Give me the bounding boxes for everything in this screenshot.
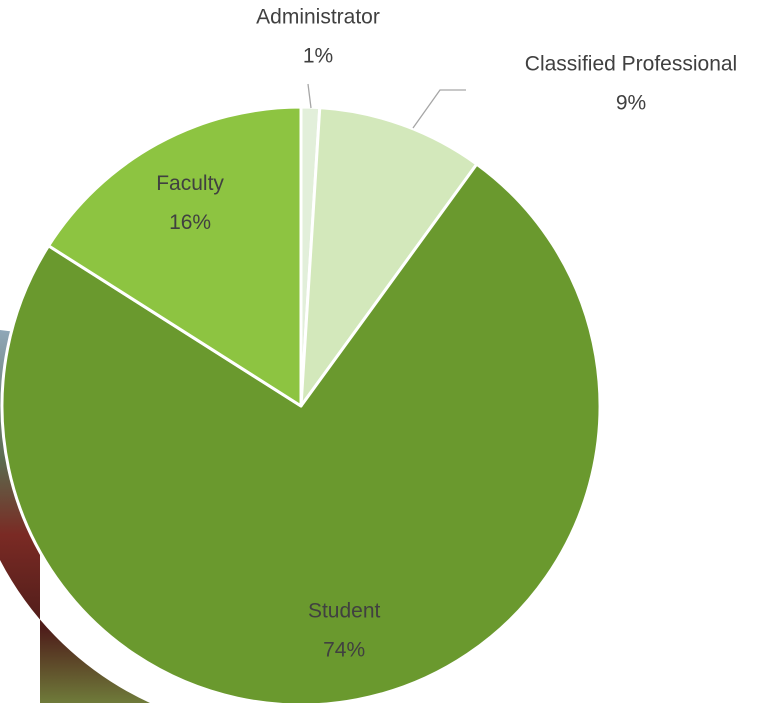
data-label-value: 9% — [616, 92, 646, 115]
data-label-value: 74% — [323, 639, 365, 662]
chart: Administrator 1% Classified Professional 9%… — [0, 0, 774, 703]
leader-line — [413, 90, 466, 128]
data-label-value: 16% — [169, 211, 211, 234]
data-label-category: Classified Professional — [525, 53, 737, 76]
data-label-category: Student — [308, 600, 381, 623]
pie — [2, 107, 600, 703]
data-label-value: 1% — [303, 45, 333, 68]
data-label-category: Faculty — [156, 172, 224, 195]
data-label-category: Administrator — [256, 6, 380, 29]
leader-line — [308, 84, 311, 108]
